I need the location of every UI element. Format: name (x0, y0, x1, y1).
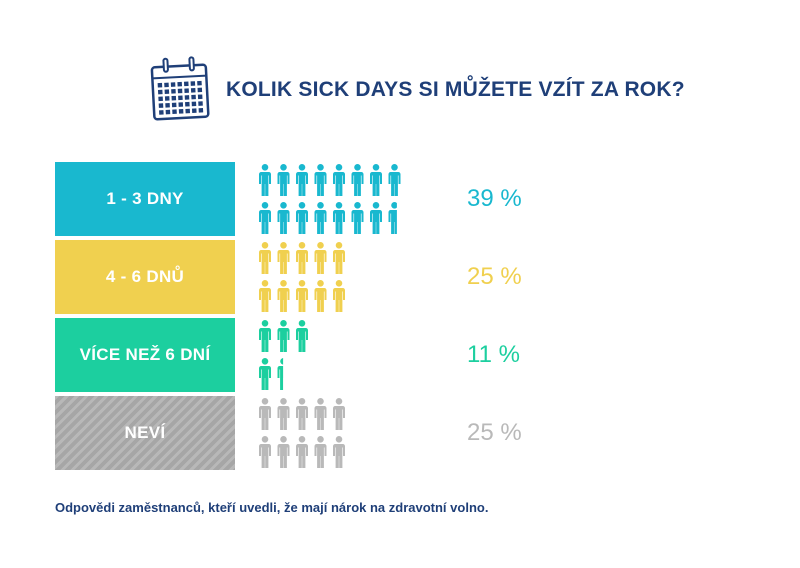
footnote: Odpovědi zaměstnanců, kteří uvedli, že m… (55, 500, 489, 515)
category-label: 1 - 3 DNY (55, 162, 235, 236)
person-icon (296, 164, 308, 196)
chart-row: 1 - 3 DNY 39 % (55, 162, 795, 236)
person-icon (351, 202, 364, 234)
person-icon (259, 202, 271, 234)
person-icon (370, 164, 382, 196)
person-icon (314, 242, 327, 274)
person-icon (296, 202, 308, 234)
chart-row: VÍCE NEŽ 6 DNÍ 11 % (55, 318, 795, 392)
person-icon (259, 164, 271, 196)
person-icon (277, 164, 290, 196)
person-icon (370, 202, 382, 234)
percent-label: 25 % (467, 419, 522, 446)
person-icon (277, 436, 290, 468)
person-icon (333, 164, 345, 196)
person-icon (296, 398, 308, 430)
person-icon (277, 398, 290, 430)
person-icon (259, 358, 271, 390)
category-label: VÍCE NEŽ 6 DNÍ (55, 318, 235, 392)
category-label: 4 - 6 DNŮ (55, 240, 235, 314)
person-icon (333, 242, 345, 274)
person-icon (259, 320, 271, 352)
person-icon (333, 436, 345, 468)
calendar-icon (150, 56, 210, 121)
person-icon (277, 202, 290, 234)
person-icon (333, 398, 345, 430)
person-icon (333, 202, 345, 234)
person-icon (351, 164, 364, 196)
person-icon (388, 164, 401, 196)
person-icon (388, 202, 397, 234)
pictogram (259, 320, 308, 390)
chart-header: KOLIK SICK DAYS SI MŮŽETE VZÍT ZA ROK? (148, 52, 685, 124)
person-icon (314, 164, 327, 196)
person-icon (259, 436, 271, 468)
category-label: NEVÍ (55, 396, 235, 470)
pictogram (259, 164, 401, 234)
person-icon (277, 358, 284, 390)
person-icon (314, 398, 327, 430)
person-icon (277, 280, 290, 312)
person-icon (314, 436, 327, 468)
person-icon (296, 242, 308, 274)
pictogram (259, 398, 345, 468)
person-icon (314, 280, 327, 312)
chart-title: KOLIK SICK DAYS SI MŮŽETE VZÍT ZA ROK? (226, 78, 685, 101)
person-icon (259, 242, 271, 274)
person-icon (333, 280, 345, 312)
percent-label: 11 % (467, 341, 520, 368)
person-icon (296, 280, 308, 312)
person-icon (259, 398, 271, 430)
percent-label: 39 % (467, 185, 522, 212)
person-icon (277, 320, 290, 352)
pictogram (259, 242, 345, 312)
person-icon (296, 320, 308, 352)
person-icon (259, 280, 271, 312)
person-icon (314, 202, 327, 234)
person-icon (277, 242, 290, 274)
percent-label: 25 % (467, 263, 522, 290)
person-icon (296, 436, 308, 468)
chart-row: NEVÍ 25 % (55, 396, 795, 470)
chart-row: 4 - 6 DNŮ 25 % (55, 240, 795, 314)
